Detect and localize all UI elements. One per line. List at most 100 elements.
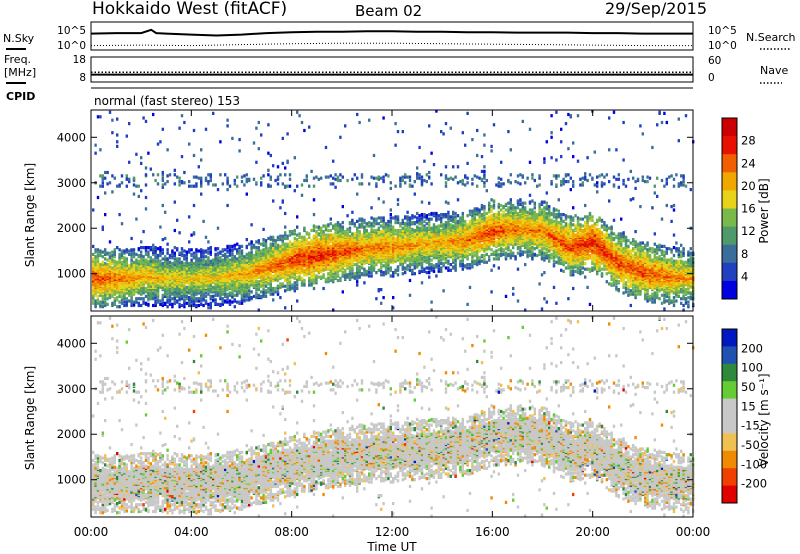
power-cell (120, 181, 124, 185)
power-cell (166, 298, 169, 302)
power-cell (286, 132, 289, 136)
power-cell (260, 249, 263, 253)
power-cell (216, 288, 220, 292)
power-cell (147, 263, 150, 267)
power-cell (168, 288, 172, 292)
power-cell (274, 178, 277, 183)
power-cell (296, 225, 299, 229)
power-cell (207, 240, 210, 244)
power-cell (341, 175, 344, 179)
power-cell (202, 258, 205, 262)
power-cell (257, 120, 260, 125)
power-cell (92, 257, 95, 261)
power-cell (226, 300, 229, 304)
power-cell (298, 114, 301, 118)
power-cell (317, 275, 320, 279)
power-cell (209, 178, 212, 183)
power-cell (248, 289, 251, 293)
power-cell (168, 260, 172, 264)
power-cell (219, 292, 222, 296)
power-cell (96, 294, 100, 298)
power-cell (99, 251, 102, 255)
power-cell (308, 241, 311, 245)
power-cell (166, 180, 169, 184)
power-cell (140, 189, 143, 193)
power-cell (334, 231, 337, 235)
power-cell (324, 233, 328, 237)
power-cell (118, 278, 121, 283)
power-cell (147, 294, 150, 298)
power-cell (132, 248, 136, 252)
power-cell (363, 225, 366, 229)
power-cell (377, 216, 380, 220)
power-cell (420, 269, 424, 273)
power-cell (188, 267, 191, 271)
power-cell (418, 214, 421, 218)
power-cell (418, 222, 421, 226)
power-cell (156, 142, 160, 146)
power-cell (322, 273, 325, 277)
power-cell (207, 259, 210, 263)
power-cell (236, 242, 239, 246)
power-cell (284, 289, 287, 293)
power-cell (120, 174, 124, 178)
power-cell (264, 294, 268, 298)
power-cell (125, 257, 128, 261)
power-cell (286, 283, 289, 287)
power-cell (142, 266, 145, 270)
power-cell (341, 225, 344, 229)
power-cell (111, 253, 114, 258)
power-cell (360, 217, 364, 221)
power-cell (185, 258, 188, 262)
freq-unit-label: [MHz] (4, 66, 36, 79)
power-cell (418, 145, 421, 150)
power-cell (214, 298, 217, 302)
power-cell (209, 250, 212, 254)
power-cell (413, 221, 416, 225)
power-cell (111, 268, 114, 272)
power-cell (123, 303, 126, 308)
power-cell (375, 217, 378, 221)
power-cell (104, 265, 107, 269)
power-cell (420, 213, 424, 217)
power-cell (236, 276, 239, 280)
power-cell (372, 224, 376, 228)
power-cell (236, 257, 239, 261)
power-cell (108, 293, 112, 297)
beam-label: Beam 02 (355, 2, 422, 20)
power-cell (149, 266, 152, 270)
power-cell (404, 236, 407, 241)
power-cell (200, 258, 203, 262)
power-cell (171, 256, 174, 260)
power-cell (137, 301, 140, 305)
power-cell (132, 183, 136, 187)
power-cell (190, 269, 193, 273)
power-cell (260, 290, 263, 294)
power-cell (137, 285, 140, 289)
power-cell (380, 269, 383, 273)
power-cell (142, 297, 145, 301)
power-cell (226, 203, 229, 208)
power-cell (96, 278, 100, 283)
power-cell (113, 248, 116, 252)
power-cell (358, 268, 361, 272)
power-cell (389, 208, 392, 212)
power-cell (101, 176, 104, 180)
power-cell (334, 223, 337, 227)
power-cell (396, 198, 400, 202)
power-cell (382, 175, 385, 179)
power-cell (116, 133, 119, 137)
power-cell (159, 246, 162, 250)
power-cell (380, 224, 383, 228)
power-cell (233, 182, 236, 186)
power-cell (212, 183, 215, 187)
power-cell (132, 268, 136, 272)
power-cell (207, 263, 210, 267)
power-cell (118, 183, 121, 187)
power-cell (315, 175, 318, 179)
power-cell (413, 228, 416, 233)
power-cell (106, 251, 109, 255)
power-cell (396, 228, 400, 233)
power-cell (200, 251, 203, 255)
power-cell (226, 267, 229, 271)
